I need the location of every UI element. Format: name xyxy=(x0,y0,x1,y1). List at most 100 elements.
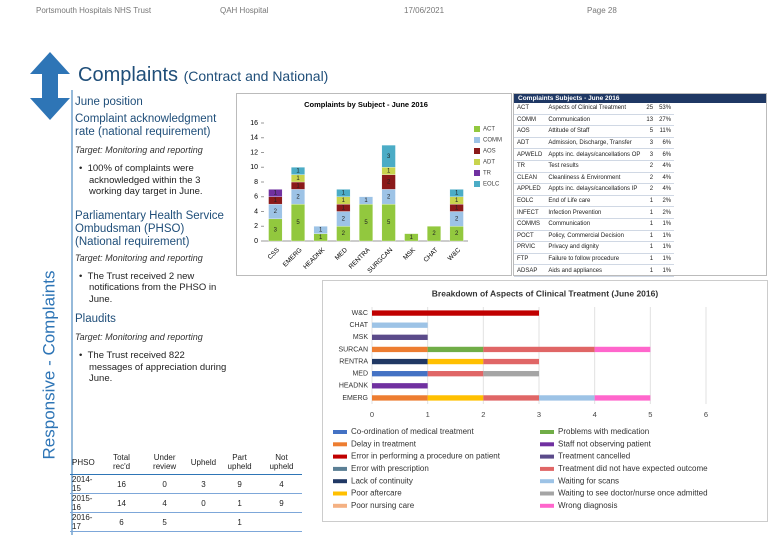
table-cell: 6% xyxy=(656,137,675,150)
date: 17/06/2021 xyxy=(404,6,445,15)
y-tick-label: EMERG xyxy=(342,395,368,402)
table-cell: 4% xyxy=(656,172,675,185)
header-cell: Not upheld xyxy=(261,450,302,475)
legend-swatch xyxy=(540,491,554,496)
data-label: 1 xyxy=(342,191,346,197)
chart-title: Breakdown of Aspects of Clinical Treatme… xyxy=(432,288,659,298)
y-tick-label: 4 xyxy=(254,208,258,215)
header-cell: PHSO xyxy=(70,450,103,475)
y-tick-label: RENTRA xyxy=(339,358,368,365)
bar-segment xyxy=(427,395,484,401)
arrow-icon xyxy=(30,52,70,120)
x-tick-label: 4 xyxy=(593,410,597,419)
data-label: 1 xyxy=(296,183,300,189)
phso-table: PHSO Total rec'd Under review Upheld Part up… xyxy=(70,450,302,532)
table-cell: Policy, Commercial Decision xyxy=(545,230,644,243)
bar-segment xyxy=(427,358,484,365)
data-label: 1 xyxy=(319,228,323,234)
table-row: POCT Policy, Commercial Decision 1 1% xyxy=(514,230,675,243)
data-label: 2 xyxy=(296,194,300,200)
legend-swatch xyxy=(474,148,480,154)
table-cell: 1 xyxy=(643,230,657,243)
legend-label: Delay in treatment xyxy=(351,439,417,448)
table-cell: 25 xyxy=(643,103,657,115)
table-cell: COMMS xyxy=(514,218,546,231)
table-cell: 9 xyxy=(261,493,302,513)
table-cell: 3 xyxy=(643,148,657,161)
data-label: 3 xyxy=(274,228,278,234)
bar-segment xyxy=(483,358,539,365)
legend-label: ADT xyxy=(483,160,495,166)
bar-segment xyxy=(483,346,595,353)
header-cell: Total rec'd xyxy=(102,450,141,475)
table-cell: 1 xyxy=(643,195,657,208)
table-cell: Failure to follow procedure xyxy=(545,253,644,266)
data-label: 5 xyxy=(296,220,300,226)
table-cell: EOLC xyxy=(514,195,546,208)
table-cell: 1% xyxy=(656,264,675,277)
table-cell: 3 xyxy=(643,137,657,150)
y-tick-label: 10 xyxy=(250,164,258,171)
table-cell: 1 xyxy=(643,264,657,277)
plaudits-target: Target: Monitoring and reporting xyxy=(75,332,203,342)
bar-segment xyxy=(359,196,373,205)
table-cell: APWELD xyxy=(514,148,546,161)
legend-swatch xyxy=(540,442,554,447)
legend-label: Treatment cancelled xyxy=(558,452,630,461)
table-cell: 1 xyxy=(643,241,657,254)
legend-swatch xyxy=(474,170,480,176)
table-cell: 1 xyxy=(218,512,262,532)
legend-label: Poor nursing care xyxy=(351,501,415,510)
table-cell: APPLED xyxy=(514,183,546,196)
chart-frame xyxy=(322,280,768,522)
y-tick-label: SURCAN xyxy=(338,346,368,353)
title: Complaints (Contract and National) xyxy=(78,64,328,87)
legend-swatch xyxy=(333,430,347,434)
table-cell: 2016-17 xyxy=(70,512,103,532)
table-cell: COMM xyxy=(514,114,546,127)
position: June position xyxy=(75,96,143,108)
table-cell: End of Life care xyxy=(545,195,644,208)
plaudits-bullet: The Trust received 822 messages of appre… xyxy=(75,350,227,385)
page-number: Page 28 xyxy=(587,6,617,15)
chart-frame xyxy=(236,93,512,276)
y-tick-label: 14 xyxy=(250,135,258,142)
table-cell: 1% xyxy=(656,241,675,254)
table-cell: 2% xyxy=(656,195,675,208)
text-column: June position Complaint acknowledgment r… xyxy=(75,96,227,385)
site: QAH Hospital xyxy=(220,6,269,15)
table-cell: 16 xyxy=(102,474,141,494)
data-label: 2 xyxy=(432,231,436,237)
x-tick-label: 2 xyxy=(481,410,485,419)
table-cell: Appts inc. delays/cancellations OP xyxy=(545,148,644,161)
table-cell: 4% xyxy=(656,160,675,173)
table-cell: 11% xyxy=(656,125,675,138)
y-tick-label: MSK xyxy=(353,334,369,341)
table-cell: 14 xyxy=(102,493,141,513)
bar-segment xyxy=(336,189,351,197)
bar-segment xyxy=(483,395,539,401)
table-row: TR Test results 2 4% xyxy=(514,160,675,173)
side-label: Responsive - Complaints xyxy=(39,271,58,460)
legend-swatch xyxy=(333,466,347,471)
data-label: 2 xyxy=(342,231,346,237)
subjects-panel: Complaints Subjects - June 2016 ACT Aspec… xyxy=(513,93,767,277)
bar-segment xyxy=(372,322,428,328)
y-tick-label: HEADNK xyxy=(339,383,369,390)
table-cell: 2014-15 xyxy=(70,474,103,494)
legend-label: Poor aftercare xyxy=(351,489,402,498)
legend-swatch xyxy=(540,479,554,484)
legend-swatch xyxy=(333,503,347,508)
legend-label: Error with prescription xyxy=(351,464,429,473)
y-tick-label: MED xyxy=(352,371,368,378)
table-cell: ADSAP xyxy=(514,264,546,277)
table-cell: 5 xyxy=(643,125,657,138)
data-label: 2 xyxy=(455,216,459,222)
legend-label: Treatment did not have expected outcome xyxy=(558,464,708,473)
chart-title: Complaints by Subject - June 2016 xyxy=(304,100,428,109)
plaudits-heading: Plaudits xyxy=(75,313,116,325)
table-cell: 4% xyxy=(656,183,675,196)
bar-segment xyxy=(372,334,428,340)
y-tick-label: CHAT xyxy=(349,322,368,329)
